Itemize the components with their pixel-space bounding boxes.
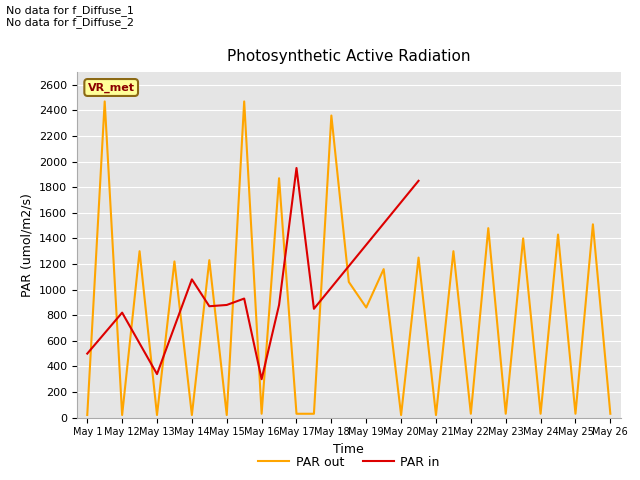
PAR in (153, 371, 161, 377)
Title: Photosynthetic Active Radiation: Photosynthetic Active Radiation (227, 49, 470, 64)
PAR in (223, 302, 230, 308)
PAR out (432, 412, 440, 418)
PAR in (118, 310, 126, 315)
PAR out (554, 232, 562, 238)
PAR out (136, 248, 143, 254)
PAR out (380, 266, 387, 272)
PAR out (310, 411, 318, 417)
PAR in (310, 306, 318, 312)
PAR in (188, 276, 196, 282)
PAR in (83, 351, 91, 357)
PAR out (188, 412, 196, 418)
Y-axis label: PAR (umol/m2/s): PAR (umol/m2/s) (20, 193, 33, 297)
PAR in (292, 165, 300, 171)
PAR out (467, 411, 475, 417)
PAR out (484, 225, 492, 231)
Line: PAR out: PAR out (87, 101, 611, 415)
PAR out (589, 221, 596, 227)
PAR out (345, 279, 353, 285)
PAR out (397, 412, 405, 418)
PAR in (241, 296, 248, 301)
PAR out (449, 248, 457, 254)
PAR out (153, 412, 161, 418)
PAR in (415, 178, 422, 184)
X-axis label: Time: Time (333, 443, 364, 456)
PAR out (83, 412, 91, 418)
PAR out (328, 113, 335, 119)
PAR in (258, 376, 266, 382)
PAR in (275, 302, 283, 308)
PAR out (537, 411, 545, 417)
Text: VR_met: VR_met (88, 83, 134, 93)
PAR out (607, 411, 614, 417)
PAR out (502, 411, 509, 417)
PAR out (415, 255, 422, 261)
PAR out (118, 412, 126, 418)
Text: No data for f_Diffuse_1
No data for f_Diffuse_2: No data for f_Diffuse_1 No data for f_Di… (6, 5, 134, 28)
PAR out (275, 175, 283, 181)
Line: PAR in: PAR in (87, 168, 419, 379)
PAR in (205, 303, 213, 309)
PAR out (292, 411, 300, 417)
PAR out (171, 259, 179, 264)
PAR out (362, 305, 370, 311)
PAR out (519, 236, 527, 241)
PAR out (101, 98, 109, 104)
PAR out (258, 411, 266, 417)
PAR out (205, 257, 213, 263)
PAR out (241, 98, 248, 104)
Legend: PAR out, PAR in: PAR out, PAR in (253, 451, 445, 474)
PAR out (572, 411, 579, 417)
PAR out (223, 412, 230, 418)
